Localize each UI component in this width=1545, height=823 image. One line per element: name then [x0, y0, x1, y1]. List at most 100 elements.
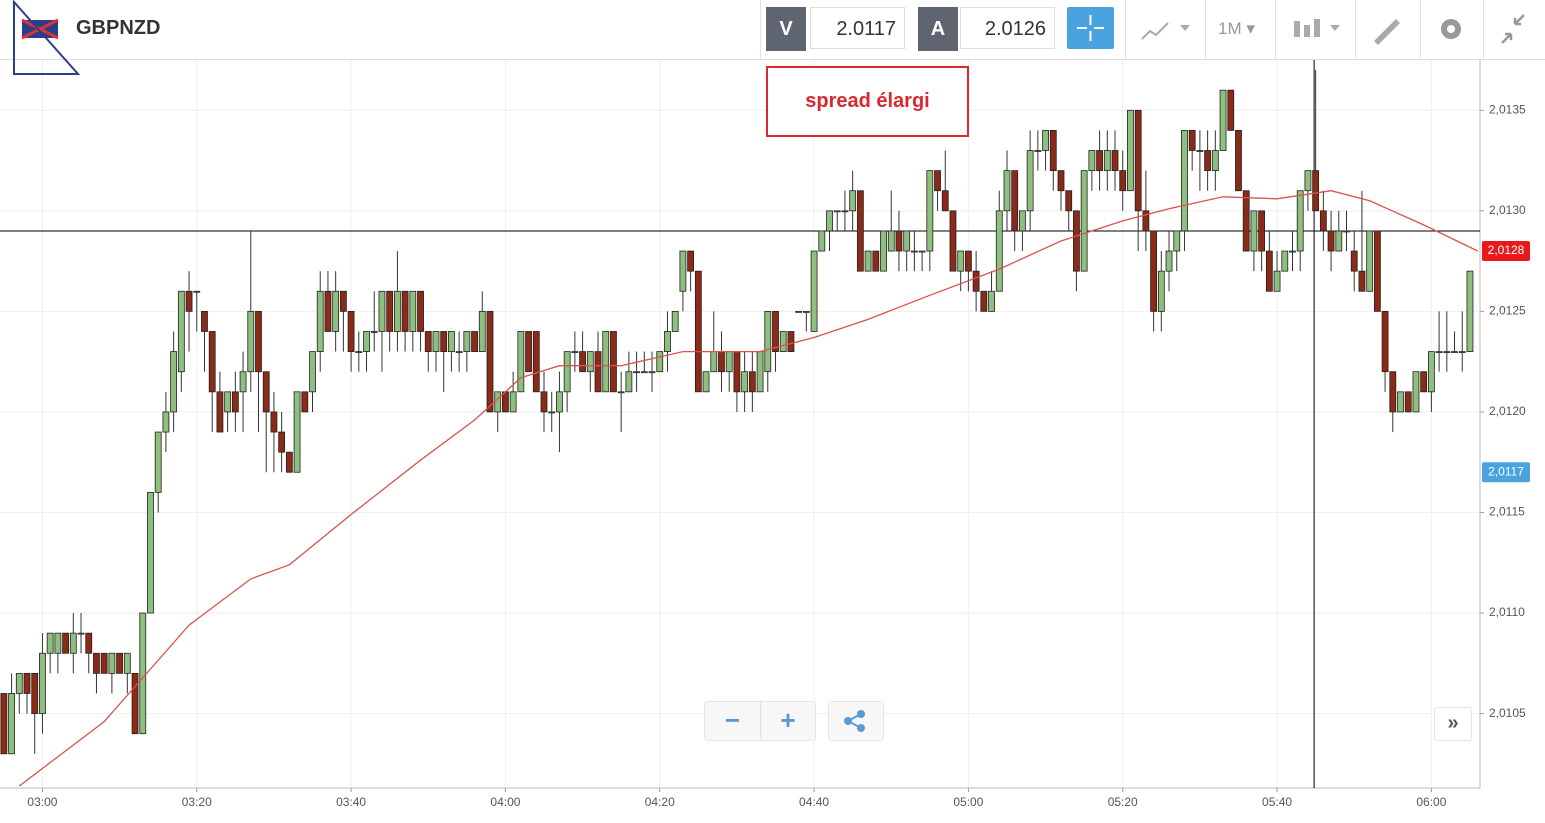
candle-body: [926, 170, 934, 252]
pen-icon: [1374, 19, 1400, 45]
price-label: 2,0128: [1488, 243, 1525, 257]
candle-body: [702, 371, 710, 393]
x-tick-label: 05:40: [1262, 795, 1292, 809]
candle-body: [8, 693, 15, 755]
candle-body: [895, 230, 903, 252]
candle-body: [1451, 351, 1458, 354]
sell-button[interactable]: V: [766, 7, 806, 51]
candle-body: [594, 351, 602, 393]
candle-body: [1281, 250, 1289, 272]
candle-body: [1211, 150, 1219, 172]
candle-body: [548, 411, 556, 414]
candle-body: [1049, 129, 1057, 172]
buy-button[interactable]: A: [918, 7, 958, 51]
candle-body: [864, 250, 872, 272]
line-icon: [1141, 22, 1190, 40]
candle-body: [671, 310, 679, 332]
candle-body: [1389, 371, 1397, 413]
candle-body: [903, 230, 911, 252]
y-tick-label: 2,0105: [1489, 706, 1526, 720]
timeframe-button[interactable]: 1M ▾: [1218, 19, 1255, 38]
candle-body: [779, 331, 787, 353]
candle-body: [177, 290, 185, 373]
crosshair-icon: [1077, 15, 1104, 41]
candle-body: [262, 371, 270, 413]
candle-body: [316, 290, 324, 353]
candle-body: [278, 431, 286, 453]
zoom-in[interactable]: +: [780, 705, 796, 735]
price-label-box: [1482, 462, 1530, 483]
candle-body: [293, 391, 301, 473]
candle-body: [1304, 170, 1312, 192]
candle-body: [355, 351, 363, 354]
candle-body: [170, 351, 178, 413]
candle-body: [764, 310, 772, 373]
candle-body: [1157, 270, 1165, 312]
x-tick-label: 06:00: [1416, 795, 1446, 809]
crosshair-button[interactable]: [1067, 7, 1114, 49]
x-tick-label: 04:00: [490, 795, 520, 809]
y-tick-label: 2,0130: [1489, 203, 1526, 217]
candle-body: [540, 391, 548, 413]
candle-body: [579, 351, 586, 373]
candle-body: [62, 632, 69, 654]
candle-body: [463, 331, 471, 353]
zoom-out[interactable]: −: [724, 705, 741, 735]
y-tick-label: 2,0120: [1489, 404, 1526, 418]
candle-body: [1366, 230, 1374, 292]
share-icon: [844, 710, 865, 732]
candle-body: [1119, 170, 1127, 192]
candle-body: [1103, 150, 1111, 172]
candle-body: [517, 331, 525, 393]
candle-body: [509, 391, 517, 413]
collapse-button[interactable]: [1498, 7, 1528, 51]
candle-body: [872, 250, 880, 272]
candle-body: [100, 652, 108, 674]
candle-body: [0, 693, 8, 755]
candle-body: [378, 290, 386, 332]
settings-button[interactable]: [1436, 7, 1466, 51]
buy-price: 2.0126: [960, 7, 1055, 49]
y-tick-label: 2,0125: [1489, 304, 1526, 318]
candle-body: [255, 310, 262, 373]
candle-body: [656, 351, 664, 373]
candle-body: [231, 391, 239, 413]
candle-body: [1165, 250, 1173, 272]
candle-body: [185, 290, 193, 312]
share-button[interactable]: [828, 701, 884, 741]
candle-body: [85, 632, 93, 654]
candle-body: [787, 331, 795, 353]
candle-body: [1250, 210, 1258, 252]
candle-body: [725, 351, 733, 373]
gear-icon: [1441, 19, 1461, 39]
candle-body: [1265, 250, 1273, 292]
candle-body: [1042, 129, 1049, 151]
candle-body: [810, 250, 818, 332]
candle-body: [1003, 170, 1011, 212]
candle-body: [1258, 210, 1266, 252]
candle-body: [718, 351, 725, 373]
candle-body: [934, 170, 941, 192]
candle-type-button[interactable]: [1290, 7, 1345, 51]
scroll-end-button[interactable]: »: [1434, 707, 1472, 741]
candle-body: [818, 230, 826, 252]
chart-type-button[interactable]: [1140, 7, 1195, 51]
candle-body: [1096, 150, 1103, 172]
x-tick-label: 03:40: [336, 795, 366, 809]
candle-body: [733, 351, 741, 393]
candle-body: [694, 270, 702, 393]
draw-button[interactable]: [1372, 7, 1402, 51]
candle-body: [949, 210, 957, 272]
candle-body: [1458, 351, 1466, 354]
candle-body: [46, 632, 54, 654]
candle-body: [910, 250, 918, 253]
candle-body: [1412, 371, 1420, 413]
candle-body: [478, 310, 486, 353]
candle-body: [640, 371, 648, 374]
candle-body: [1204, 150, 1212, 172]
candle-body: [1150, 230, 1157, 312]
candle-body: [1420, 371, 1428, 393]
zoom-buttons: − +: [704, 701, 816, 741]
candle-body: [1443, 351, 1451, 354]
